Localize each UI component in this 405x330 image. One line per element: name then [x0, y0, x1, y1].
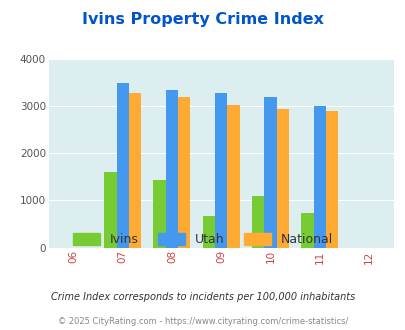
Bar — [104, 172, 116, 248]
Bar — [325, 111, 337, 248]
Bar — [264, 97, 276, 248]
Bar — [178, 97, 190, 248]
Bar — [276, 109, 288, 248]
Text: © 2025 CityRating.com - https://www.cityrating.com/crime-statistics/: © 2025 CityRating.com - https://www.city… — [58, 317, 347, 326]
Bar — [313, 107, 325, 248]
Bar — [116, 83, 128, 248]
Bar — [128, 93, 141, 248]
Bar — [215, 93, 227, 248]
Text: Crime Index corresponds to incidents per 100,000 inhabitants: Crime Index corresponds to incidents per… — [51, 292, 354, 302]
Bar — [227, 105, 239, 248]
Text: Ivins Property Crime Index: Ivins Property Crime Index — [82, 12, 323, 26]
Bar — [202, 216, 215, 248]
Bar — [153, 180, 165, 248]
Bar — [165, 90, 178, 248]
Bar — [252, 196, 264, 248]
Bar — [301, 213, 313, 248]
Legend: Ivins, Utah, National: Ivins, Utah, National — [68, 227, 337, 251]
